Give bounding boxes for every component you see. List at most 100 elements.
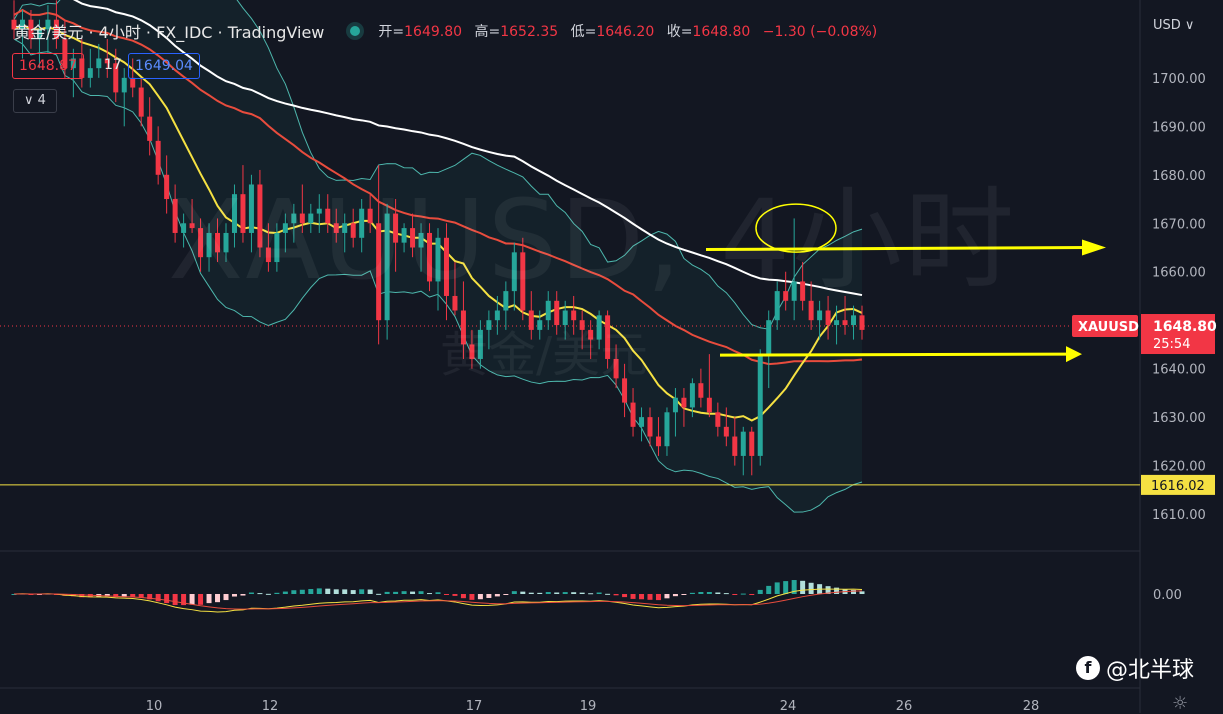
candle bbox=[681, 388, 687, 427]
candle-body bbox=[834, 320, 840, 326]
candle bbox=[571, 295, 577, 335]
candle-body bbox=[766, 320, 772, 355]
candle-body bbox=[384, 213, 390, 321]
market-status-icon bbox=[350, 26, 361, 36]
candle bbox=[613, 344, 619, 389]
candle bbox=[605, 310, 611, 369]
candle bbox=[147, 97, 153, 156]
indicators-toggle-button[interactable]: ∨ 4 bbox=[13, 89, 57, 113]
candle bbox=[757, 349, 763, 466]
candle bbox=[842, 295, 848, 335]
candle bbox=[528, 291, 534, 340]
macd-histogram-bar bbox=[545, 592, 551, 594]
high-label: 高 bbox=[474, 24, 489, 40]
ma-white-line bbox=[72, 0, 863, 297]
candle bbox=[672, 388, 678, 437]
candle-body bbox=[19, 19, 25, 30]
candle bbox=[851, 305, 857, 340]
candle-body bbox=[528, 310, 534, 330]
candle bbox=[181, 213, 187, 248]
price-tick-label: 1640.00 bbox=[1152, 363, 1206, 378]
brand-logo-icon: f bbox=[1076, 656, 1100, 680]
candle-body bbox=[630, 402, 636, 427]
candle bbox=[87, 48, 93, 88]
candle bbox=[79, 39, 85, 88]
macd-histogram-bar bbox=[274, 592, 280, 594]
macd-histogram-bar bbox=[181, 594, 187, 606]
settings-gear-icon[interactable]: ☼ bbox=[1172, 693, 1189, 714]
macd-histogram-bar bbox=[596, 592, 602, 594]
candle-body bbox=[579, 320, 585, 330]
candle-body bbox=[562, 310, 568, 326]
candle-body bbox=[588, 329, 594, 340]
candle bbox=[36, 19, 42, 69]
candle-body bbox=[757, 354, 763, 456]
candle bbox=[274, 223, 280, 272]
macd-histogram-bar bbox=[316, 588, 322, 594]
candle bbox=[376, 165, 382, 345]
macd-histogram-bar bbox=[223, 594, 229, 601]
macd-signal-line bbox=[13, 590, 863, 610]
macd-histogram-bar bbox=[113, 594, 119, 598]
candle bbox=[265, 223, 271, 272]
candle bbox=[427, 223, 433, 292]
currency-selector[interactable]: USD ∨ bbox=[1153, 18, 1195, 33]
macd-histogram-bar bbox=[469, 594, 475, 600]
macd-histogram-bar bbox=[689, 592, 695, 594]
macd-histogram-bar bbox=[588, 593, 594, 595]
macd-histogram-bar bbox=[206, 594, 212, 604]
candle-body bbox=[681, 397, 687, 408]
macd-histogram-bar bbox=[605, 593, 611, 595]
price-tick-label: 1690.00 bbox=[1152, 120, 1206, 135]
candle-body bbox=[410, 228, 416, 248]
candle bbox=[28, 10, 34, 49]
symbol-title[interactable]: 黄金/美元 · 4小时 · FX_IDC · TradingView bbox=[14, 23, 325, 42]
macd-histogram-bar bbox=[655, 594, 661, 601]
candle-body bbox=[494, 310, 500, 321]
candle bbox=[359, 199, 365, 253]
candle bbox=[740, 426, 746, 476]
support-price-label: 1616.02 bbox=[1151, 479, 1205, 494]
candle-body bbox=[206, 232, 212, 258]
candle bbox=[469, 329, 475, 369]
candle bbox=[189, 199, 195, 233]
macd-histogram-bar bbox=[520, 591, 526, 594]
candle bbox=[299, 184, 305, 233]
candle bbox=[774, 281, 780, 330]
candle-body bbox=[130, 77, 136, 88]
price-tick-label: 1700.00 bbox=[1152, 72, 1206, 87]
macd-histogram-bar bbox=[79, 594, 85, 598]
candle-body bbox=[325, 208, 331, 224]
open-value: 1649.80 bbox=[404, 24, 463, 40]
candle-body bbox=[333, 223, 339, 233]
candle-body bbox=[198, 228, 204, 258]
candle-body bbox=[477, 329, 483, 359]
candle-body bbox=[70, 58, 76, 69]
macd-histogram-bar bbox=[681, 594, 687, 595]
macd-histogram-bar bbox=[749, 594, 755, 595]
macd-histogram-bar bbox=[647, 594, 653, 600]
candle-body bbox=[706, 397, 712, 413]
time-tick-label: 19 bbox=[580, 699, 597, 713]
candle bbox=[96, 43, 102, 78]
bid-price-button[interactable]: 1648.87 bbox=[12, 53, 84, 79]
macd-histogram-bar bbox=[706, 591, 712, 594]
candle-body bbox=[418, 232, 424, 248]
price-tick-label: 1620.00 bbox=[1152, 460, 1206, 475]
macd-histogram-bar bbox=[435, 592, 441, 594]
candle-body bbox=[554, 300, 560, 326]
support-price-tag bbox=[1141, 474, 1215, 495]
annotation-arrow-lower-head bbox=[1066, 346, 1082, 363]
candle-body bbox=[774, 291, 780, 321]
candle-body bbox=[53, 19, 59, 40]
candle bbox=[639, 407, 645, 442]
brand-text: @北半球 bbox=[1106, 658, 1195, 683]
candle-body bbox=[181, 223, 187, 233]
candle-body bbox=[469, 344, 475, 359]
low-label: 低 bbox=[570, 24, 585, 40]
macd-histogram-bar bbox=[155, 594, 161, 602]
countdown-label: 25:54 bbox=[1153, 337, 1190, 352]
macd-histogram-bar bbox=[138, 594, 144, 598]
ask-price-button[interactable]: 1649.04 bbox=[128, 53, 200, 79]
